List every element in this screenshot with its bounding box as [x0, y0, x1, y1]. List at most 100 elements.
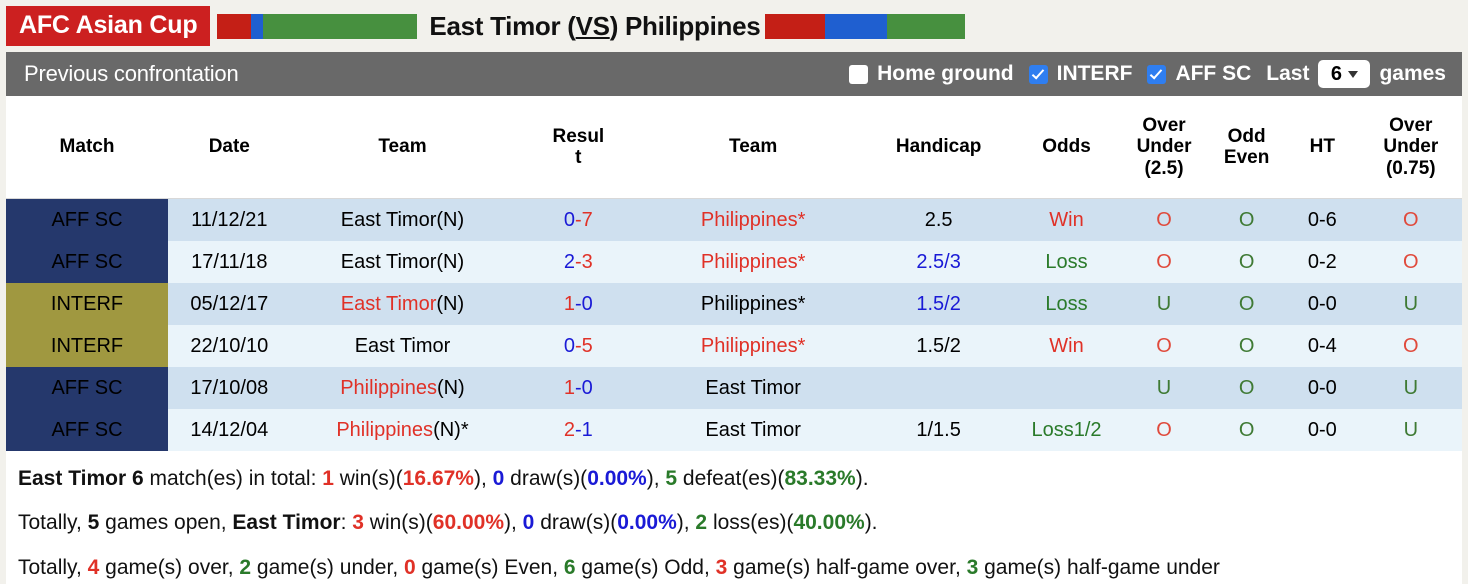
cell-handicap: 2.5/3	[864, 241, 1014, 283]
summary-section: East Timor 6 match(es) in total: 1 win(s…	[6, 451, 1462, 584]
cell-over-under-075: U	[1359, 367, 1462, 409]
table-row[interactable]: AFF SC 17/10/08 Philippines(N) 1-0 East Timo…	[6, 367, 1462, 409]
cell-over-under-25: O	[1119, 241, 1209, 283]
summary-wins: 1	[322, 467, 334, 490]
home-form-bar	[217, 13, 418, 39]
cell-odds: Win	[1013, 198, 1120, 241]
header-row: Match Date Team Resul t Team Handicap Od…	[6, 96, 1462, 199]
cell-odd-even: O	[1208, 367, 1285, 409]
games-count-value: 6	[1330, 62, 1343, 85]
ou25-line-2: Under	[1136, 136, 1192, 158]
table-row[interactable]: INTERF 05/12/17 East Timor(N) 1-0 Philippine…	[6, 283, 1462, 325]
interf-checkbox[interactable]	[1028, 64, 1048, 84]
red-segment	[217, 13, 252, 39]
column-header-handicap[interactable]: Handicap	[864, 96, 1014, 199]
affsc-label[interactable]: AFF SC	[1175, 62, 1252, 85]
column-header-team1[interactable]: Team	[290, 96, 515, 199]
cell-handicap: 2.5	[864, 198, 1014, 241]
summary-open-losses: 2	[695, 511, 708, 535]
cell-competition: INTERF	[6, 283, 168, 325]
cell-result: 2-1	[514, 409, 643, 451]
summary-line-total: East Timor 6 match(es) in total: 1 win(s…	[18, 467, 869, 490]
cell-date: 22/10/10	[168, 325, 291, 367]
league-badge[interactable]: AFC Asian Cup	[6, 6, 211, 46]
cell-home-team: East Timor(N)	[290, 283, 515, 325]
cell-ht: 0-4	[1284, 325, 1360, 367]
column-header-over-under-075[interactable]: Over Under (0.75)	[1359, 96, 1462, 199]
cell-odd-even: O	[1208, 409, 1285, 451]
home-ground-label[interactable]: Home ground	[877, 62, 1014, 85]
cell-over-under-075: U	[1359, 409, 1462, 451]
history-table-wrapper: Match Date Team Resul t Team Handicap Od…	[6, 96, 1462, 451]
cell-handicap: 1/1.5	[864, 409, 1014, 451]
summary-draws: 0	[492, 467, 505, 490]
cell-over-under-075: O	[1359, 241, 1462, 283]
cell-odds	[1013, 367, 1120, 409]
cell-odd-even: O	[1208, 325, 1285, 367]
table-row[interactable]: AFF SC 11/12/21 East Timor(N) 0-7 Philippine…	[6, 198, 1462, 241]
cell-odds: Loss	[1013, 283, 1120, 325]
table-row[interactable]: AFF SC 17/11/18 East Timor(N) 2-3 Philippine…	[6, 241, 1462, 283]
summary-team-total: East Timor 6	[18, 467, 144, 490]
cell-handicap	[864, 367, 1014, 409]
cell-over-under-25: O	[1119, 409, 1209, 451]
home-ground-checkbox[interactable]	[849, 64, 869, 84]
summary-team-open: East Timor	[232, 511, 341, 535]
summary-half-over: 3	[715, 555, 728, 579]
cell-ht: 0-0	[1284, 409, 1360, 451]
summary-open-wins-pct: 60.00%	[432, 511, 504, 535]
cell-ht: 0-0	[1284, 367, 1360, 409]
cell-result: 1-0	[514, 283, 643, 325]
affsc-checkbox[interactable]	[1147, 64, 1167, 84]
cell-over-under-25: U	[1119, 283, 1209, 325]
page-title: East Timor (VS) Philippines	[429, 10, 761, 41]
green-segment	[263, 13, 418, 39]
column-header-ht[interactable]: HT	[1284, 96, 1360, 199]
column-header-over-under-25[interactable]: Over Under (2.5)	[1119, 96, 1209, 199]
column-header-match[interactable]: Match	[6, 96, 168, 199]
cell-over-under-075: O	[1359, 325, 1462, 367]
summary-over: 4	[87, 555, 100, 579]
cell-over-under-25: O	[1119, 198, 1209, 241]
cell-home-team: Philippines(N)	[290, 367, 515, 409]
summary-defeats: 5	[665, 467, 678, 490]
cell-odds: Loss	[1013, 241, 1120, 283]
interf-label[interactable]: INTERF	[1056, 62, 1133, 85]
red-segment	[765, 13, 826, 39]
column-header-result[interactable]: Resul t	[514, 96, 643, 199]
table-row[interactable]: AFF SC 14/12/04 Philippines(N)* 2-1 East Tim…	[6, 409, 1462, 451]
summary-defeats-pct: 83.33%	[784, 467, 856, 490]
cell-competition: AFF SC	[6, 409, 168, 451]
result-line-1: Resul	[552, 125, 605, 147]
cell-home-team: East Timor	[290, 325, 515, 367]
column-header-date[interactable]: Date	[168, 96, 291, 199]
table-row[interactable]: INTERF 22/10/10 East Timor 0-5 Philippines* 1…	[6, 325, 1462, 367]
ou25-line-3: (2.5)	[1144, 157, 1184, 179]
vs-label: VS	[575, 10, 610, 41]
cell-ht: 0-0	[1284, 283, 1360, 325]
column-header-odds[interactable]: Odds	[1013, 96, 1120, 199]
cell-competition: AFF SC	[6, 241, 168, 283]
cell-away-team: Philippines*	[642, 325, 864, 367]
chevron-down-icon	[1348, 70, 1359, 78]
summary-half-under: 3	[966, 555, 979, 579]
ou25-line-1: Over	[1142, 115, 1186, 137]
history-table: Match Date Team Resul t Team Handicap Od…	[6, 96, 1462, 451]
table-body: AFF SC 11/12/21 East Timor(N) 0-7 Philippine…	[6, 198, 1462, 451]
column-header-team2[interactable]: Team	[642, 96, 864, 199]
summary-even: 0	[403, 555, 416, 579]
games-count-select[interactable]: 6	[1318, 60, 1371, 88]
column-header-odd-even[interactable]: Odd Even	[1208, 96, 1285, 199]
ou075-line-3: (0.75)	[1385, 157, 1436, 179]
filter-controls: Home ground INTERF AFF SC Last 6 games	[849, 60, 1446, 88]
green-segment	[887, 13, 966, 39]
cell-ht: 0-2	[1284, 241, 1360, 283]
blue-segment	[251, 13, 264, 39]
cell-handicap: 1.5/2	[864, 283, 1014, 325]
oddeven-line-2: Even	[1223, 147, 1270, 168]
summary-games-open: 5	[87, 511, 100, 535]
cell-away-team: East Timor	[642, 367, 864, 409]
cell-over-under-25: O	[1119, 325, 1209, 367]
ou075-line-1: Over	[1389, 115, 1433, 137]
